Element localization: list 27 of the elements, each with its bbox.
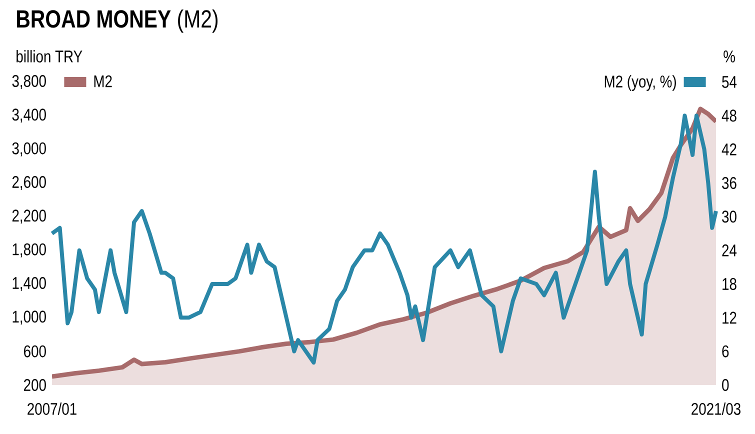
- y2-tick-label: 30: [722, 210, 736, 223]
- y2-tick-label: 54: [722, 76, 737, 88]
- y2-tick-label: 24: [722, 244, 737, 256]
- x-tick-label: 2021/03: [692, 402, 740, 415]
- y-tick-label: 1,800: [12, 243, 46, 258]
- y-tick-label: 1,400: [12, 277, 46, 291]
- y2-tick-label: 18: [722, 278, 736, 290]
- chart-title: BROAD MONEY (M2): [17, 9, 218, 33]
- y-tick-label: 1,000: [12, 310, 46, 325]
- y-tick-label: 2,600: [12, 176, 46, 190]
- y-tick-label: 200: [24, 379, 46, 391]
- x-tick-label: 2007/01: [28, 402, 76, 415]
- y-tick-label: 2,200: [12, 210, 46, 224]
- y-tick-label: 3,800: [12, 75, 46, 89]
- y2-tick-label: 12: [722, 312, 736, 324]
- y-tick-label: 600: [24, 345, 46, 358]
- y-tick-label: 3,000: [12, 142, 46, 156]
- y2-axis-title: %: [724, 50, 735, 62]
- y-tick-label: 3,400: [12, 108, 46, 123]
- y2-tick-label: 36: [722, 177, 736, 190]
- series-label: M2 (yoy, %): [604, 75, 676, 91]
- y2-tick-label: 0: [722, 379, 729, 391]
- y2-tick-label: 42: [722, 143, 736, 156]
- y2-tick-label: 6: [722, 345, 729, 358]
- legend-label: M2: [94, 75, 112, 88]
- y2-tick-label: 48: [722, 110, 736, 122]
- y-axis-title: billion TRY: [16, 50, 82, 62]
